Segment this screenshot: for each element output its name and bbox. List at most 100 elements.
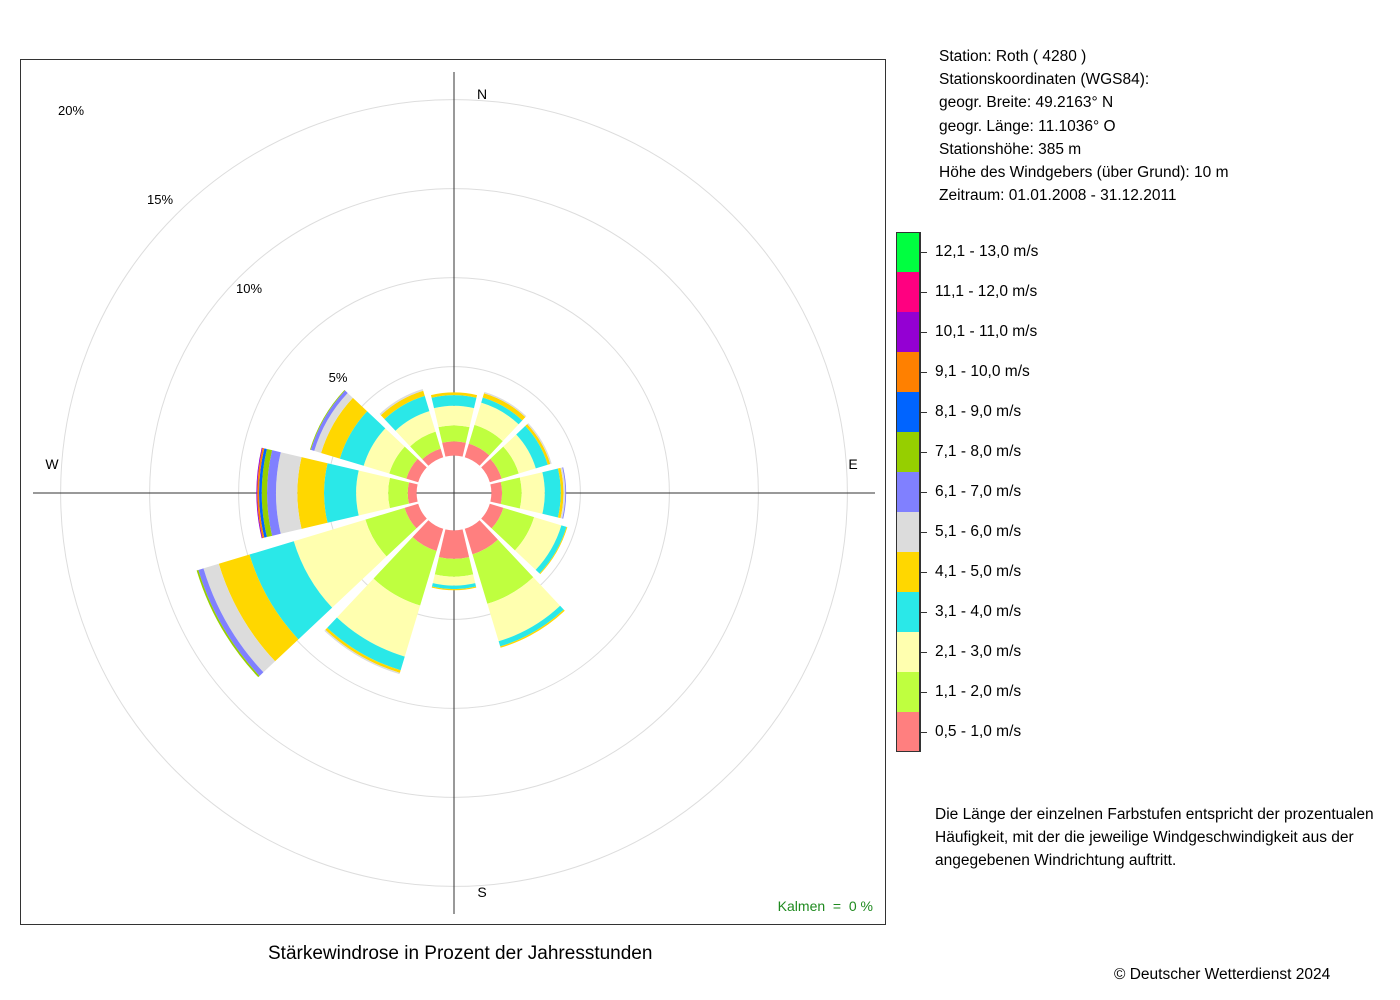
- sector-30-band-5: [484, 391, 527, 418]
- legend-tick: [920, 412, 927, 413]
- legend-swatch: [896, 312, 920, 352]
- legend-tick: [920, 612, 927, 613]
- legend-item: 3,1 - 4,0 m/s: [896, 592, 1156, 632]
- sector-300-band-1: [389, 446, 418, 479]
- legend-item: 0,5 - 1,0 m/s: [896, 712, 1156, 752]
- legend-label: 2,1 - 3,0 m/s: [935, 643, 1022, 660]
- legend-tick: [920, 332, 927, 333]
- sector-330-band-3: [384, 395, 430, 431]
- legend-label: 10,1 - 11,0 m/s: [935, 323, 1038, 340]
- legend-swatch: [896, 392, 920, 432]
- sector-60-band-1: [490, 446, 519, 479]
- sector-150-band-3: [498, 605, 564, 647]
- sector-180-band-1: [434, 557, 474, 577]
- legend-swatch: [896, 512, 920, 552]
- sector-300: [309, 389, 427, 483]
- legend-label: 7,1 - 8,0 m/s: [935, 443, 1022, 460]
- sector-330-band-1: [410, 431, 441, 460]
- sector-300-band-6: [310, 390, 348, 451]
- sector-120-band-0: [481, 503, 504, 529]
- sector-330-band-4: [380, 390, 425, 420]
- station-coordinates-heading: Stationskoordinaten (WGS84):: [939, 71, 1150, 89]
- legend-item: 10,1 - 11,0 m/s: [896, 312, 1156, 352]
- sector-330-band-5: [379, 389, 424, 416]
- sector-240: [196, 503, 427, 678]
- sector-270-band-8: [259, 448, 267, 538]
- sector-270-band-2: [356, 470, 390, 516]
- legend-swatch: [896, 432, 920, 472]
- sector-330-band-2: [395, 411, 436, 447]
- calm-label: Kalmen = 0 %: [777, 898, 873, 914]
- sector-90-band-4: [557, 467, 564, 519]
- legend-tick: [920, 532, 927, 533]
- sector-240-band-6: [198, 568, 264, 676]
- sector-300-band-2: [363, 428, 405, 474]
- direction-label-e: E: [848, 456, 857, 472]
- legend-item: 5,1 - 6,0 m/s: [896, 512, 1156, 552]
- sector-0: [430, 392, 478, 457]
- direction-label-w: W: [45, 456, 59, 472]
- ring-label-10: 10%: [236, 281, 262, 296]
- sector-240-band-4: [218, 554, 299, 662]
- sector-270-band-4: [297, 457, 328, 529]
- sector-30: [464, 391, 527, 466]
- sector-210-band-3: [327, 617, 405, 671]
- sector-270-band-3: [324, 463, 359, 523]
- legend-label: 4,1 - 5,0 m/s: [935, 563, 1022, 580]
- sector-60-band-5: [527, 423, 552, 465]
- sector-60-band-4: [525, 424, 551, 465]
- legend-label: 11,1 - 12,0 m/s: [935, 283, 1038, 300]
- legend-swatch: [896, 592, 920, 632]
- sector-120-band-3: [535, 525, 567, 574]
- copyright: © Deutscher Wetterdienst 2024: [1114, 966, 1331, 983]
- legend-swatch: [896, 352, 920, 392]
- sector-240-band-2: [293, 519, 387, 608]
- sector-0-band-0: [442, 441, 466, 457]
- legend-item: 6,1 - 7,0 m/s: [896, 472, 1156, 512]
- sector-30-band-3: [481, 397, 523, 425]
- legend-swatch: [896, 472, 920, 512]
- legend-tick: [920, 292, 927, 293]
- legend-swatch: [896, 712, 920, 752]
- sector-120-band-2: [514, 517, 562, 570]
- legend-item: 12,1 - 13,0 m/s: [896, 232, 1156, 272]
- legend-item: 11,1 - 12,0 m/s: [896, 272, 1156, 312]
- sector-60-band-3: [516, 425, 548, 469]
- sector-270-band-0: [407, 482, 418, 504]
- ring-label-5: 5%: [329, 370, 348, 385]
- legend-label: 0,5 - 1,0 m/s: [935, 723, 1022, 740]
- sector-180-band-0: [438, 529, 470, 559]
- legend-tick: [920, 572, 927, 573]
- legend-label: 5,1 - 6,0 m/s: [935, 523, 1022, 540]
- sector-270-band-6: [267, 450, 281, 536]
- sector-300-band-4: [321, 397, 368, 459]
- sector-30-band-4: [482, 393, 526, 421]
- sector-90-band-6: [562, 467, 567, 519]
- sector-300-band-3: [339, 411, 386, 466]
- sector-0-band-4: [430, 392, 478, 398]
- sector-150-band-0: [464, 520, 498, 555]
- legend-swatch: [896, 232, 920, 272]
- station-name: Station: Roth ( 4280 ): [939, 48, 1087, 65]
- sector-180-band-2: [432, 574, 476, 586]
- legend-label: 9,1 - 10,0 m/s: [935, 363, 1030, 380]
- explanation-note: Die Länge der einzelnen Farbstufen entsp…: [935, 806, 1374, 870]
- legend-item: 7,1 - 8,0 m/s: [896, 432, 1156, 472]
- sector-0-band-2: [434, 405, 474, 428]
- legend-item: 9,1 - 10,0 m/s: [896, 352, 1156, 392]
- sector-90-band-0: [490, 481, 503, 505]
- sector-300-band-0: [406, 458, 427, 483]
- legend-item: 4,1 - 5,0 m/s: [896, 552, 1156, 592]
- sector-270-band-7: [261, 448, 273, 538]
- legend-label: 8,1 - 9,0 m/s: [935, 403, 1022, 420]
- sector-90-band-3: [542, 468, 561, 518]
- chart-labels: N E S W 5% 10% 15% 20%: [45, 86, 857, 900]
- sector-30-band-0: [464, 443, 490, 466]
- sector-120-band-1: [491, 507, 535, 551]
- sector-210-band-2: [336, 578, 421, 657]
- plot-frame: N E S W 5% 10% 15% 20% Kalmen = 0 %: [20, 59, 886, 925]
- sector-330: [379, 389, 444, 466]
- ring-label-15: 15%: [147, 192, 173, 207]
- direction-label-s: S: [477, 884, 486, 900]
- sector-120: [481, 503, 568, 575]
